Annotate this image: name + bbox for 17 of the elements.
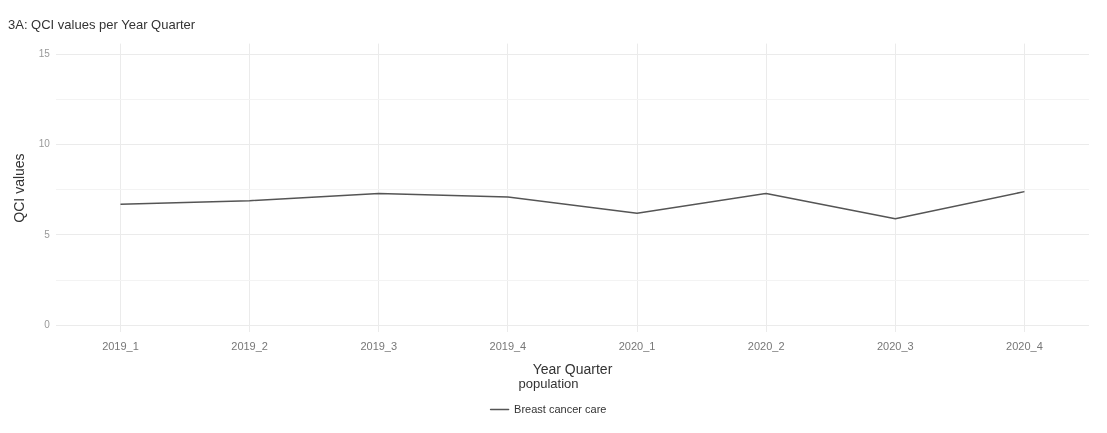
x-tick-label: 2020_1 <box>618 340 656 353</box>
x-tick-label: 2020_3 <box>876 340 914 353</box>
chart-title: 3A: QCI values per Year Quarter <box>8 17 196 33</box>
x-tick-label: 2019_2 <box>231 340 268 353</box>
x-tick-label: 2020_2 <box>747 340 785 353</box>
y-tick-label: 5 <box>44 228 51 240</box>
legend-title: population <box>518 376 579 392</box>
y-tick-label: 0 <box>44 318 51 330</box>
legend-label: Breast cancer care <box>514 402 607 415</box>
y-tick-label: 10 <box>38 138 51 150</box>
y-tick-label: 15 <box>38 48 51 60</box>
y-axis-title: QCI values <box>11 153 28 223</box>
x-axis-title: Year Quarter <box>532 360 613 377</box>
x-tick-label: 2020_4 <box>1006 340 1043 353</box>
x-tick-label: 2019_3 <box>360 340 398 353</box>
x-tick-label: 2019_1 <box>102 340 139 353</box>
x-tick-label: 2019_4 <box>489 340 527 353</box>
